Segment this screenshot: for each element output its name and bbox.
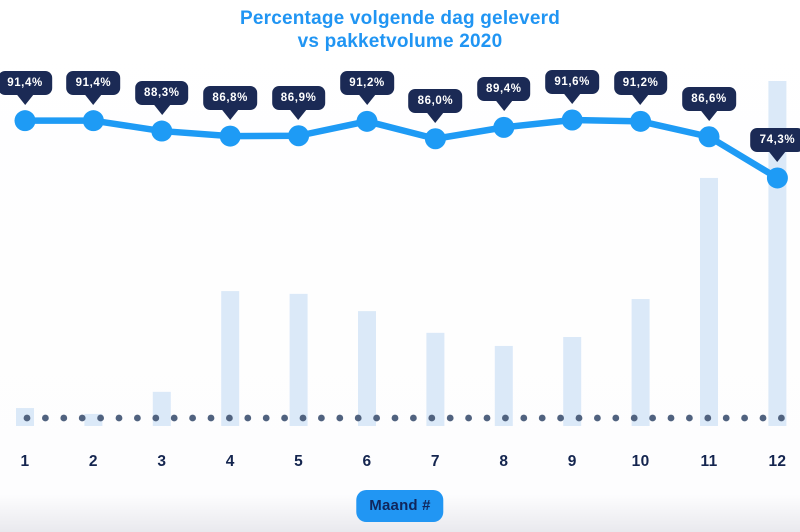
line-marker <box>82 110 104 132</box>
x-axis-title-badge: Maand # <box>356 490 444 522</box>
baseline-dot <box>391 414 399 422</box>
baseline-dot <box>373 414 380 422</box>
baseline-dot <box>483 414 491 422</box>
baseline-dot <box>23 414 31 422</box>
baseline-dot <box>446 414 454 422</box>
baseline-dot <box>60 414 68 422</box>
line-marker <box>561 109 583 131</box>
baseline-dot <box>281 414 288 422</box>
baseline-dot <box>538 414 546 422</box>
baseline-dot <box>170 414 178 422</box>
baseline-dot <box>704 414 712 422</box>
baseline-dot <box>207 414 215 422</box>
percentage-line <box>21 116 781 182</box>
baseline-dot <box>115 414 123 422</box>
volume-bar <box>426 332 445 426</box>
line-marker <box>766 167 788 189</box>
line-marker <box>424 128 446 150</box>
chart-title-line2: vs pakketvolume 2020 <box>297 31 503 52</box>
baseline-dot <box>594 414 601 422</box>
baseline-dot <box>686 414 693 422</box>
baseline-dot <box>630 414 638 422</box>
baseline-dot <box>354 414 362 422</box>
baseline-dot <box>759 414 767 422</box>
line-marker <box>288 125 310 147</box>
baseline-dot <box>575 414 583 422</box>
line-marker <box>493 116 515 138</box>
baseline-dot <box>520 414 528 422</box>
volume-bar <box>631 299 650 426</box>
line-marker <box>698 126 720 148</box>
volume-bar <box>221 291 240 426</box>
baseline-dot <box>649 414 656 422</box>
baseline-dot <box>428 414 436 422</box>
baseline-dot <box>502 414 509 422</box>
line-marker <box>151 120 173 142</box>
baseline-dot <box>778 414 785 422</box>
baseline-dot <box>97 414 104 422</box>
baseline-dot <box>410 414 417 422</box>
baseline-dot <box>226 414 233 422</box>
chart-title-line1: Percentage volgende dag geleverd <box>239 8 560 29</box>
line-marker <box>219 125 241 147</box>
baseline-dot <box>667 414 675 422</box>
baseline-dot <box>465 414 472 422</box>
volume-bar <box>768 81 787 426</box>
baseline-dot <box>189 414 197 422</box>
volume-bar <box>494 345 513 426</box>
baseline-dot <box>299 414 307 422</box>
baseline-dot <box>42 414 49 422</box>
baseline-dot <box>78 414 86 422</box>
baseline-dot <box>336 414 344 422</box>
volume-bar <box>289 293 308 426</box>
chart-canvas <box>14 81 788 426</box>
baseline-dot <box>152 414 160 422</box>
volume-bar <box>358 311 376 426</box>
baseline-dot <box>557 414 564 422</box>
baseline-dot <box>244 414 252 422</box>
baseline-dot <box>612 414 620 422</box>
baseline-dot <box>318 414 325 422</box>
baseline-dot <box>741 414 748 422</box>
volume-bar <box>700 177 718 426</box>
line-marker <box>356 110 378 132</box>
baseline-dot <box>722 414 730 422</box>
line-marker <box>14 110 36 132</box>
volume-bar <box>563 336 582 426</box>
baseline-dot <box>262 414 270 422</box>
baseline-dot <box>134 414 141 422</box>
line-marker <box>630 110 652 132</box>
chart-title: Percentage volgende dag geleverd vs pakk… <box>0 7 800 53</box>
